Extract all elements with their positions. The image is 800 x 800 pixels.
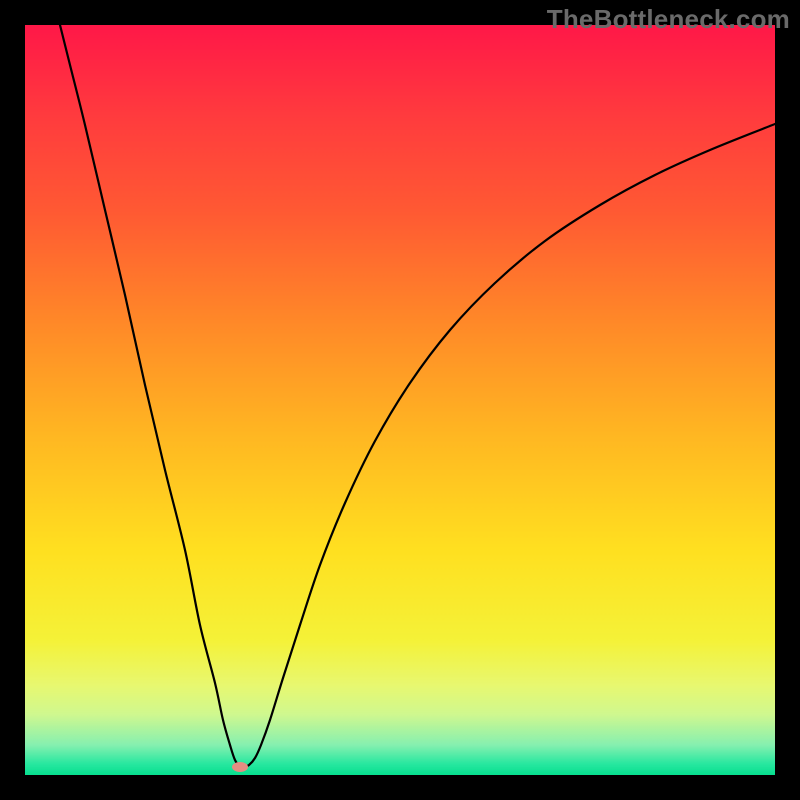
chart-frame: TheBottleneck.com: [0, 0, 800, 800]
curve-svg: [25, 25, 775, 775]
bottleneck-curve: [60, 25, 775, 767]
minimum-marker: [232, 762, 248, 772]
watermark-text: TheBottleneck.com: [547, 4, 790, 35]
chart-plot: [25, 25, 775, 775]
